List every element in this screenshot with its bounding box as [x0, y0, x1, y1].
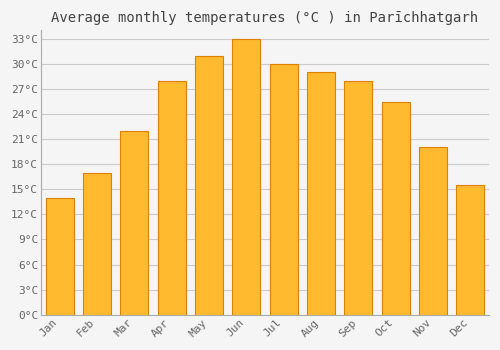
Bar [270, 64, 297, 315]
Bar [307, 72, 335, 315]
Bar [456, 185, 484, 315]
Bar [195, 56, 223, 315]
Bar [382, 102, 409, 315]
Bar [232, 39, 260, 315]
Bar [419, 147, 447, 315]
Bar [344, 80, 372, 315]
Title: Average monthly temperatures (°C ) in Parīchhatgarh: Average monthly temperatures (°C ) in Pa… [52, 11, 478, 25]
Bar [83, 173, 111, 315]
Bar [158, 80, 186, 315]
Bar [46, 198, 74, 315]
Bar [120, 131, 148, 315]
